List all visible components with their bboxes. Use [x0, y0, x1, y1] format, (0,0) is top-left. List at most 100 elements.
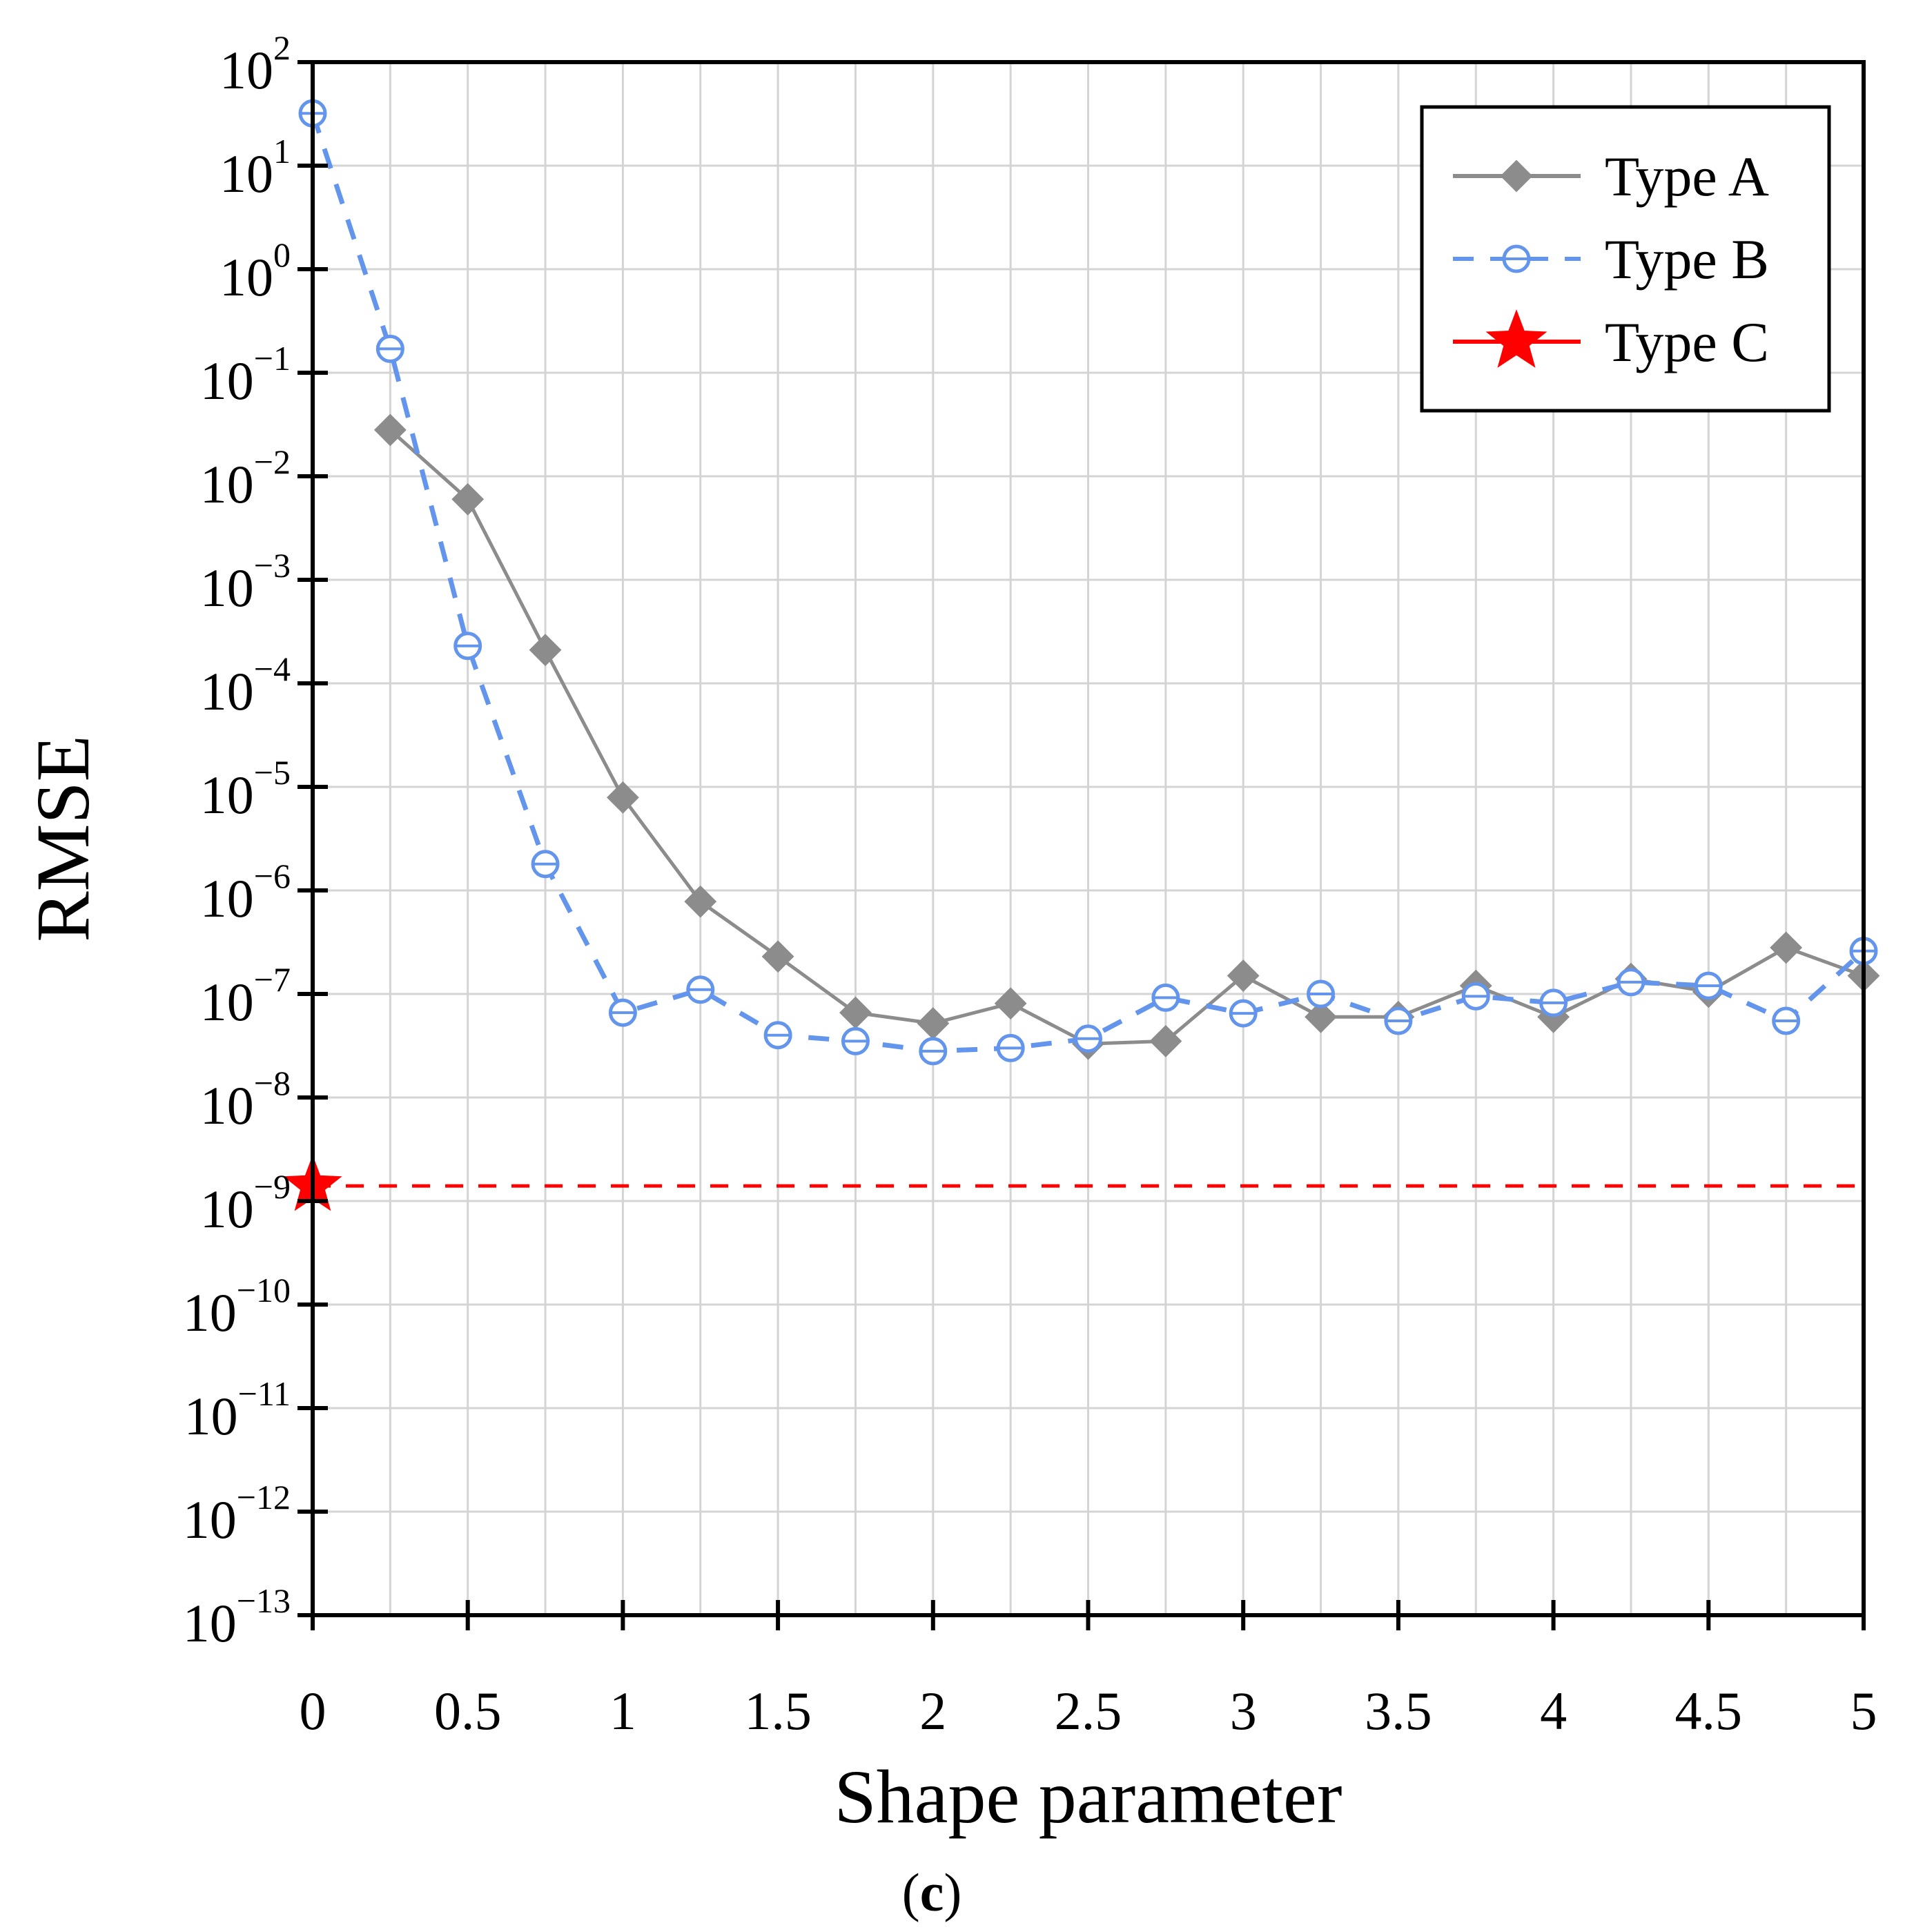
x-tick-label: 2.5: [1055, 1681, 1122, 1741]
type-a-point: [451, 482, 485, 516]
legend-entry-type-c: Type C: [1453, 309, 1769, 373]
type-b-point: [1229, 999, 1258, 1028]
y-tick-base: 10: [219, 144, 273, 204]
legend-label: Type A: [1605, 145, 1769, 208]
type-b-point: [1694, 971, 1723, 1000]
y-tick-label: 10−13: [183, 1581, 291, 1653]
y-tick-exponent: −11: [238, 1374, 291, 1413]
y-tick-base: 10: [183, 1282, 237, 1343]
panel-label: c: [920, 1862, 944, 1922]
y-tick-exponent: −7: [254, 960, 291, 999]
x-tick-label: 4: [1540, 1681, 1567, 1741]
y-tick-base: 10: [183, 1490, 237, 1550]
y-tick-base: 10: [200, 351, 254, 411]
type-a-point: [684, 885, 717, 918]
legend: Type A Type B Type C: [1420, 105, 1831, 413]
legend-box: [1420, 105, 1831, 413]
y-tick-exponent: 0: [273, 235, 291, 274]
type-b-point: [1617, 968, 1646, 997]
axes: 10210110010−110−210−310−410−510−610−710−…: [183, 28, 1877, 1741]
type-b-point: [996, 1033, 1025, 1062]
y-tick-base: 10: [200, 1179, 254, 1239]
y-tick-exponent: 1: [273, 132, 291, 170]
x-tick-label: 1: [609, 1681, 636, 1741]
legend-label: Type C: [1605, 311, 1769, 373]
type-b-point: [1307, 979, 1336, 1008]
y-tick-label: 102: [219, 28, 291, 100]
y-tick-base: 10: [200, 972, 254, 1032]
y-tick-exponent: −6: [254, 857, 291, 895]
y-tick-label: 100: [219, 235, 291, 307]
legend-marker-diamond: [1500, 159, 1533, 193]
y-tick-exponent: 2: [273, 28, 291, 67]
y-tick-base: 10: [200, 661, 254, 721]
type-b-point: [1384, 1006, 1413, 1035]
x-tick-label: 0.5: [434, 1681, 502, 1741]
y-tick-label: 10−4: [200, 650, 291, 721]
y-tick-label: 10−10: [183, 1271, 291, 1343]
y-tick-label: 101: [219, 132, 291, 204]
type-b-point: [763, 1021, 792, 1050]
legend-marker-circle: [1502, 244, 1531, 273]
type-b-point: [1772, 1006, 1801, 1035]
type-a-point: [529, 634, 562, 667]
y-tick-label: 10−12: [183, 1478, 291, 1550]
legend-label: Type B: [1605, 228, 1769, 291]
y-tick-label: 10−3: [200, 546, 291, 618]
type-a-point: [606, 781, 639, 814]
y-tick-exponent: −12: [237, 1478, 291, 1516]
type-b-point: [1539, 988, 1568, 1017]
y-tick-base: 10: [219, 247, 273, 307]
y-tick-exponent: −9: [254, 1167, 291, 1206]
type-a-point: [1305, 1000, 1337, 1033]
type-a-point: [373, 413, 407, 447]
type-b-point: [841, 1026, 870, 1055]
y-tick-base: 10: [200, 558, 254, 618]
data-series: [283, 99, 1880, 1211]
y-tick-label: 10−2: [200, 442, 291, 514]
y-tick-exponent: −2: [254, 442, 291, 481]
type-b-point: [1461, 982, 1490, 1011]
y-tick-label: 10−1: [200, 339, 291, 411]
type-b-point: [608, 998, 637, 1027]
y-tick-exponent: −5: [254, 753, 291, 792]
type-a-point: [994, 987, 1027, 1020]
legend-entry-type-a: Type A: [1453, 145, 1769, 208]
type-b-point: [375, 334, 404, 363]
type-b-point: [453, 632, 482, 661]
y-tick-exponent: −3: [254, 546, 291, 585]
y-tick-label: 10−6: [200, 857, 291, 928]
type-a-point: [761, 940, 794, 973]
y-tick-exponent: −8: [254, 1064, 291, 1102]
x-tick-label: 3.5: [1365, 1681, 1432, 1741]
y-tick-label: 10−9: [200, 1167, 291, 1239]
y-tick-base: 10: [200, 868, 254, 928]
type-a-point: [1149, 1024, 1182, 1057]
x-tick-label: 0: [300, 1681, 326, 1741]
x-tick-label: 3: [1230, 1681, 1257, 1741]
y-tick-label: 10−5: [200, 753, 291, 825]
y-tick-label: 10−11: [184, 1374, 291, 1446]
type-a-point: [1227, 959, 1260, 993]
x-tick-label: 2: [919, 1681, 946, 1741]
y-tick-base: 10: [219, 40, 273, 100]
y-tick-label: 10−7: [200, 960, 291, 1032]
panel-caption: (c): [902, 1862, 962, 1922]
y-tick-exponent: −4: [254, 650, 291, 688]
legend-entry-type-b: Type B: [1453, 228, 1769, 291]
legend-marker-star: [1485, 309, 1547, 368]
type-b-point: [919, 1037, 948, 1066]
x-tick-label: 4.5: [1675, 1681, 1743, 1741]
y-tick-base: 10: [200, 454, 254, 514]
y-tick-exponent: −10: [237, 1271, 291, 1309]
y-tick-base: 10: [184, 1386, 238, 1446]
x-axis-title: Shape parameter: [834, 1755, 1342, 1839]
y-tick-base: 10: [200, 765, 254, 825]
y-tick-label: 10−8: [200, 1064, 291, 1135]
type-a-point: [1770, 931, 1803, 964]
y-tick-exponent: −1: [254, 339, 291, 378]
y-axis-title: RMSE: [21, 735, 105, 942]
y-tick-base: 10: [200, 1075, 254, 1135]
x-tick-label: 1.5: [744, 1681, 812, 1741]
